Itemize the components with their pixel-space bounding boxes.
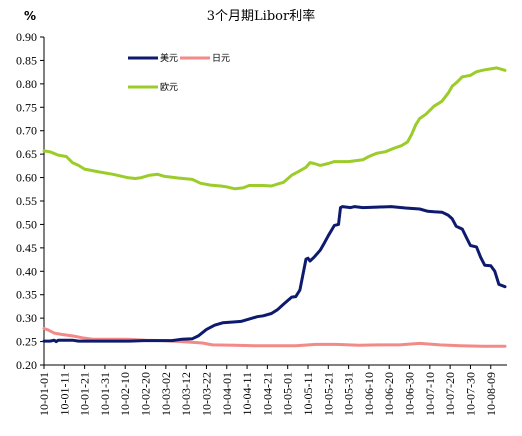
y-tick-label: 0.85 xyxy=(16,53,37,67)
x-tick-label: 10-07-30 xyxy=(463,372,477,416)
y-tick-label: 0.50 xyxy=(16,217,37,231)
x-tick-label: 10-05-21 xyxy=(321,372,335,416)
y-tick-label: 0.25 xyxy=(16,335,37,349)
x-tick-label: 10-04-01 xyxy=(220,372,234,416)
x-tick-label: 10-07-10 xyxy=(423,372,437,416)
x-tick-label: 10-07-20 xyxy=(443,372,457,416)
axes: 0.20 0.25 0.30 0.35 0.40 0.45 0.50 0.55 0.60 0.65… xyxy=(16,30,507,416)
y-tick-label: 0.60 xyxy=(16,171,37,185)
x-tick-label: 10-06-10 xyxy=(362,372,376,416)
x-tick-label: 10-06-30 xyxy=(403,372,417,416)
y-tick-label: 0.75 xyxy=(16,100,37,114)
x-tick-label: 10-05-31 xyxy=(342,372,356,416)
x-tick-label: 10-03-12 xyxy=(179,372,193,416)
x-tick-label: 10-05-11 xyxy=(301,372,315,416)
series-lines xyxy=(42,66,507,348)
x-tick-label: 10-03-22 xyxy=(199,372,213,416)
y-tick-label: 0.55 xyxy=(16,194,37,208)
y-unit-label: % xyxy=(24,9,36,23)
y-tick-label: 0.45 xyxy=(16,241,37,255)
y-tick-label: 0.20 xyxy=(16,358,37,372)
x-tick-label: 10-05-01 xyxy=(281,372,295,416)
x-tick-label: 10-01-21 xyxy=(78,372,92,416)
y-tick-label: 0.30 xyxy=(16,311,37,325)
x-tick-label: 10-01-11 xyxy=(57,372,71,416)
x-tick-label: 10-02-20 xyxy=(139,372,153,416)
y-tick-label: 0.90 xyxy=(16,30,37,44)
y-tick-label: 0.40 xyxy=(16,264,37,278)
legend-label: 美元 xyxy=(160,52,178,64)
x-tick-label: 10-01-31 xyxy=(98,372,112,416)
series-line-日元 xyxy=(42,327,507,348)
y-tick-label: 0.35 xyxy=(16,288,37,302)
y-tick-label: 0.70 xyxy=(16,124,37,138)
x-tick-label: 10-04-21 xyxy=(260,372,274,416)
x-tick-label: 10-02-10 xyxy=(118,372,132,416)
series-line-欧元 xyxy=(42,66,507,191)
x-tick-label: 10-01-01 xyxy=(37,372,51,416)
x-tick-label: 10-04-11 xyxy=(240,372,254,416)
y-tick-label: 0.80 xyxy=(16,77,37,91)
x-tick-label: 10-03-02 xyxy=(159,372,173,416)
legend-label: 日元 xyxy=(212,53,230,64)
y-tick-label: 0.65 xyxy=(16,147,37,161)
x-tick-label: 10-08-09 xyxy=(484,372,498,416)
legend-label: 欧元 xyxy=(160,81,178,93)
x-tick-label: 10-06-20 xyxy=(382,372,396,416)
chart-title: 3个月期Libor利率 xyxy=(207,8,315,24)
series-line-美元 xyxy=(42,205,507,344)
